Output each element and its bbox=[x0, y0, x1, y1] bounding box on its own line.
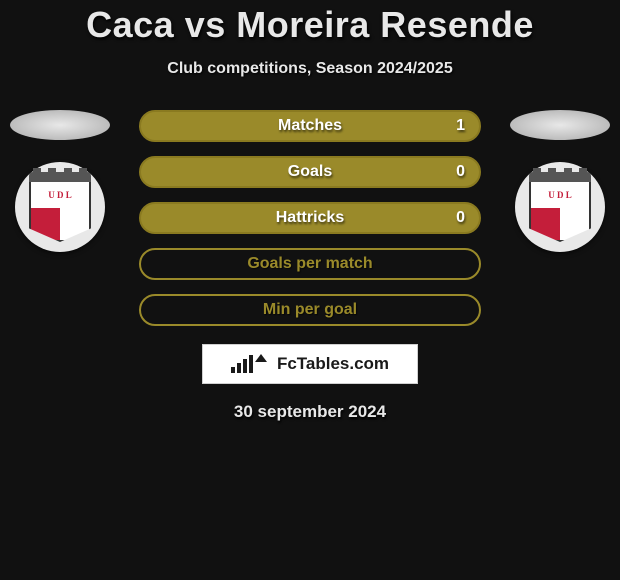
shield-text: U D L bbox=[529, 182, 591, 208]
stat-label: Matches bbox=[278, 117, 342, 135]
player-right-face-placeholder bbox=[510, 110, 610, 140]
source-logo: FcTables.com bbox=[202, 344, 418, 384]
bar-chart-icon bbox=[231, 355, 253, 373]
player-left-column: U D L bbox=[10, 110, 110, 252]
player-right-column: U D L bbox=[510, 110, 610, 252]
shield-icon: U D L bbox=[29, 172, 91, 242]
shield-text: U D L bbox=[29, 182, 91, 208]
player-left-face-placeholder bbox=[10, 110, 110, 140]
shield-icon: U D L bbox=[529, 172, 591, 242]
source-logo-text: FcTables.com bbox=[277, 354, 389, 374]
stat-value: 0 bbox=[456, 209, 465, 227]
stat-row-min-per-goal: Min per goal bbox=[139, 294, 481, 326]
stat-label: Min per goal bbox=[263, 301, 357, 319]
stat-label: Goals per match bbox=[247, 255, 372, 273]
stat-value: 0 bbox=[456, 163, 465, 181]
stat-row-goals-per-match: Goals per match bbox=[139, 248, 481, 280]
comparison-region: U D L Matches 1 Goals 0 Hattricks 0 Goal… bbox=[0, 110, 620, 326]
stat-list: Matches 1 Goals 0 Hattricks 0 Goals per … bbox=[139, 110, 481, 326]
page-title: Caca vs Moreira Resende bbox=[86, 4, 534, 46]
stat-row-matches: Matches 1 bbox=[139, 110, 481, 142]
stat-label: Goals bbox=[288, 163, 332, 181]
date-label: 30 september 2024 bbox=[234, 402, 386, 422]
stat-row-hattricks: Hattricks 0 bbox=[139, 202, 481, 234]
subtitle: Club competitions, Season 2024/2025 bbox=[167, 60, 452, 78]
stat-value: 1 bbox=[456, 117, 465, 135]
stat-row-goals: Goals 0 bbox=[139, 156, 481, 188]
player-left-club-badge: U D L bbox=[15, 162, 105, 252]
stat-label: Hattricks bbox=[276, 209, 344, 227]
arrow-up-icon bbox=[255, 354, 267, 362]
player-right-club-badge: U D L bbox=[515, 162, 605, 252]
